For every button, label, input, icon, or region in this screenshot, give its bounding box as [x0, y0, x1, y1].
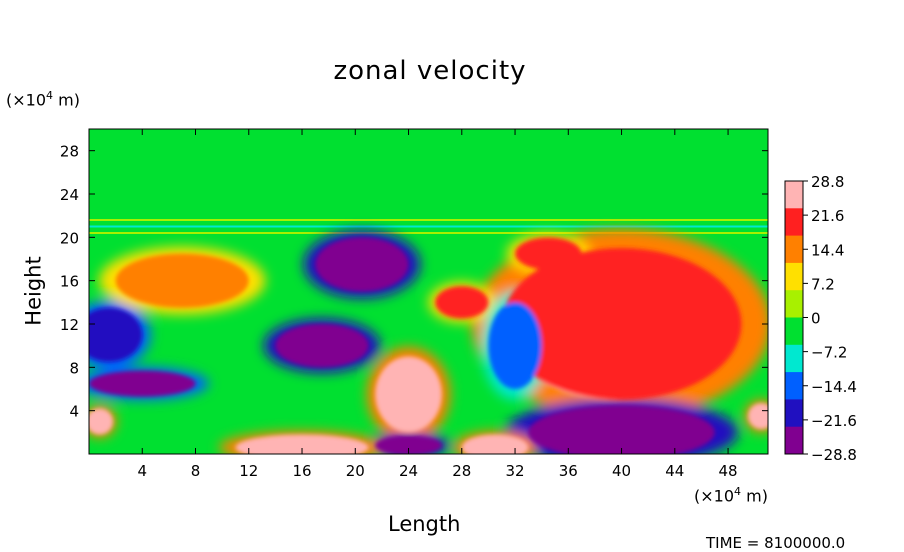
colorbar-swatch [785, 365, 803, 373]
field-feature [528, 405, 715, 454]
field-feature [315, 237, 409, 292]
colorbar-swatch [785, 249, 803, 257]
colorbar-swatch [785, 344, 803, 353]
colorbar-swatch [785, 337, 803, 346]
colorbar-swatch [785, 392, 803, 400]
heatmap-field [89, 129, 768, 454]
field-feature [375, 356, 442, 433]
colorbar-swatch [785, 310, 803, 318]
colorbar-label: −14.4 [811, 378, 857, 396]
field-feature [375, 435, 442, 454]
field-feature [115, 253, 249, 308]
x-axis-label: Length [388, 512, 461, 536]
colorbar-label: 0 [811, 310, 821, 328]
field-feature [748, 403, 768, 430]
colorbar-swatch [785, 372, 803, 380]
colorbar-swatch [785, 447, 803, 455]
colorbar-swatch [785, 378, 803, 387]
field-feature [89, 408, 113, 435]
x-tick-label: 16 [292, 462, 311, 480]
plot-frame [88, 128, 769, 455]
colorbar-swatch [785, 181, 803, 189]
y-axis: 4 8 12 16 20 24 28 [60, 143, 768, 421]
colorbar-label: 14.4 [811, 241, 844, 259]
y-tick-label: 12 [60, 316, 79, 334]
field-feature [461, 434, 529, 454]
field-band [89, 232, 768, 234]
colorbar-swatch [785, 276, 803, 284]
colorbar-swatch [785, 262, 803, 271]
colorbar-swatch [785, 228, 803, 237]
colorbar-swatch [785, 269, 803, 278]
x-tick-label: 36 [559, 462, 578, 480]
colorbar-swatch [785, 215, 803, 223]
field-feature [488, 302, 542, 389]
colorbar-swatch [785, 426, 803, 435]
y-tick-label: 20 [60, 229, 79, 247]
colorbar-swatch [785, 297, 803, 305]
colorbar: 28.8 21.6 14.4 7.2 0 −7.2 −14.4 −21.6 −28.8 [784, 173, 857, 464]
colorbar-label: 21.6 [811, 207, 844, 225]
colorbar-swatch [785, 358, 803, 366]
colorbar-label: 7.2 [811, 275, 835, 293]
colorbar-swatch [785, 413, 803, 421]
colorbar-swatch [785, 433, 803, 441]
colorbar-swatch [785, 385, 803, 394]
colorbar-swatch [785, 235, 803, 243]
field-band [89, 219, 768, 221]
x-tick-label: 4 [137, 462, 147, 480]
x-tick-label: 44 [665, 462, 684, 480]
y-tick-label: 24 [60, 186, 79, 204]
field-feature [89, 307, 143, 362]
x-axis-unit: (×104 m) [694, 485, 768, 506]
colorbar-swatch [785, 303, 803, 312]
x-tick-label: 28 [452, 462, 471, 480]
colorbar-label: −21.6 [811, 412, 857, 430]
colorbar-swatch [785, 187, 803, 196]
colorbar-swatch [785, 399, 803, 407]
colorbar-swatch [785, 256, 803, 264]
y-tick-label: 28 [60, 143, 79, 161]
colorbar-swatch [785, 419, 803, 428]
colorbar-swatch [785, 440, 803, 448]
x-tick-label: 24 [399, 462, 418, 480]
colorbar-label: −28.8 [811, 446, 857, 464]
x-tick-label: 12 [239, 462, 258, 480]
x-tick-label: 20 [346, 462, 365, 480]
colorbar-swatch [785, 221, 803, 230]
field-feature [235, 434, 369, 454]
colorbar-swatch [785, 283, 803, 291]
colorbar-label: 28.8 [811, 173, 844, 191]
colorbar-swatch [785, 208, 803, 216]
field-feature [515, 237, 582, 270]
colorbar-swatch [785, 351, 803, 359]
x-axis: 4 8 12 16 20 24 28 32 36 40 44 48 [137, 129, 738, 480]
x-tick-label: 32 [505, 462, 524, 480]
colorbar-swatch [785, 242, 803, 250]
field-feature [275, 324, 369, 368]
colorbar-label: −7.2 [811, 344, 847, 362]
field-feature [501, 248, 742, 400]
y-axis-unit: (×104 m) [6, 89, 80, 110]
colorbar-swatch [785, 201, 803, 209]
y-tick-label: 16 [60, 273, 79, 291]
field-feature [435, 286, 489, 319]
field-band [89, 225, 768, 228]
x-tick-label: 48 [719, 462, 738, 480]
colorbar-swatch [785, 406, 803, 414]
colorbar-swatch [785, 194, 803, 202]
y-tick-label: 4 [69, 403, 79, 421]
x-tick-label: 40 [612, 462, 631, 480]
colorbar-swatch [785, 290, 803, 298]
colorbar-swatch [785, 331, 803, 339]
y-tick-label: 8 [69, 359, 79, 377]
field-feature [89, 370, 196, 397]
colorbar-swatch [785, 324, 803, 332]
colorbar-swatch [785, 317, 803, 325]
x-tick-label: 8 [191, 462, 201, 480]
chart-title: zonal velocity [333, 56, 527, 86]
